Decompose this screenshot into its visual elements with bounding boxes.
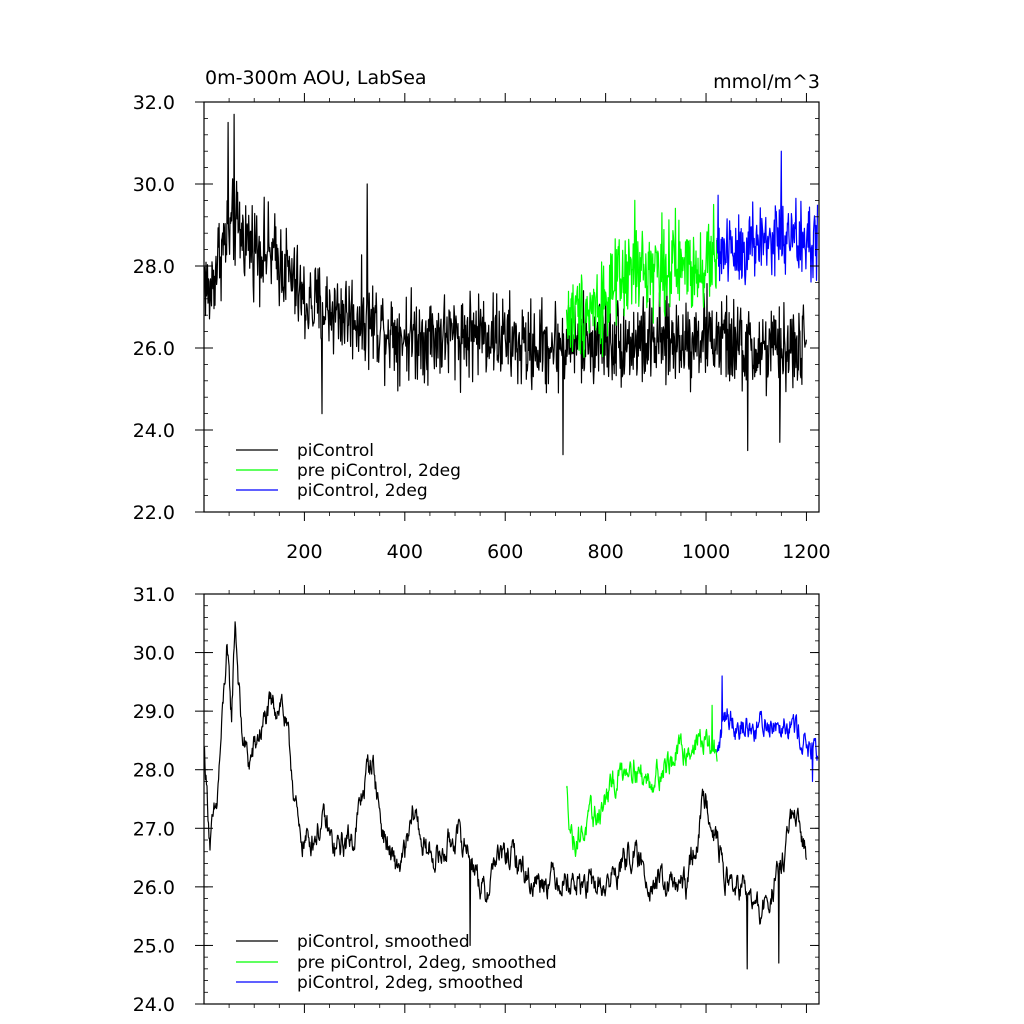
top-ytick-label-5: 32.0	[133, 92, 175, 114]
top-plot-frame	[203, 101, 820, 513]
top-xtick-label-5: 1200	[782, 541, 830, 563]
bottom-legend-label-picontrol-smoothed: piControl, smoothed	[297, 932, 470, 952]
top-xtick-label-2: 600	[487, 541, 523, 563]
bottom-legend: piControl, smoothed pre piControl, 2deg,…	[236, 932, 557, 993]
bottom-ytick-label-1: 25.0	[133, 935, 175, 957]
top-series-pre-picontrol-2deg	[565, 199, 718, 358]
bottom-ytick-label-0: 24.0	[133, 994, 175, 1016]
bottom-panel: 24.0 25.0 26.0 27.0 28.0 29.0 30.0 31.0 piContr…	[133, 584, 820, 1016]
top-ytick-label-3: 28.0	[133, 256, 175, 278]
bottom-ytick-label-4: 28.0	[133, 760, 175, 782]
top-ytick-label-0: 22.0	[133, 502, 175, 524]
bottom-axis-ticks: 24.0 25.0 26.0 27.0 28.0 29.0 30.0 31.0	[133, 584, 819, 1016]
top-ytick-label-2: 26.0	[133, 338, 175, 360]
top-series-picontrol-2deg	[716, 150, 819, 286]
top-panel: 0m-300m AOU, LabSea mmol/m^3 22.0 24.0 26.…	[133, 67, 831, 563]
bottom-ytick-label-5: 29.0	[133, 701, 175, 723]
top-ytick-label-4: 30.0	[133, 174, 175, 196]
top-legend-label-picontrol-2deg: piControl, 2deg	[297, 481, 428, 501]
bottom-series-picontrol-smoothed	[203, 621, 807, 970]
top-series-picontrol	[203, 113, 807, 456]
top-xtick-label-0: 200	[286, 541, 322, 563]
top-ytick-label-1: 24.0	[133, 420, 175, 442]
bottom-legend-label-pre-picontrol-2deg-smoothed: pre piControl, 2deg, smoothed	[297, 953, 557, 973]
bottom-series-pre-picontrol-2deg-smoothed	[565, 704, 718, 858]
top-legend-label-pre-picontrol-2deg: pre piControl, 2deg	[297, 461, 461, 481]
bottom-series-group	[203, 621, 819, 970]
top-xtick-label-4: 1000	[682, 541, 730, 563]
top-series-group	[203, 113, 819, 456]
top-title: 0m-300m AOU, LabSea	[205, 67, 427, 89]
bottom-ytick-label-6: 30.0	[133, 643, 175, 665]
bottom-plot-frame	[203, 593, 820, 1005]
top-legend: piControl pre piControl, 2deg piControl,…	[236, 441, 461, 501]
top-units: mmol/m^3	[713, 71, 820, 93]
bottom-ytick-label-2: 26.0	[133, 877, 175, 899]
top-legend-label-picontrol: piControl	[297, 441, 374, 461]
top-xtick-label-3: 800	[587, 541, 623, 563]
bottom-ytick-label-7: 31.0	[133, 584, 175, 606]
bottom-series-picontrol-2deg-smoothed	[716, 675, 819, 783]
top-axis-ticks: 22.0 24.0 26.0 28.0 30.0 32.0 200 400 600 800 1000…	[133, 92, 831, 563]
bottom-legend-label-picontrol-2deg-smoothed: piControl, 2deg, smoothed	[297, 973, 523, 993]
top-xtick-label-1: 400	[387, 541, 423, 563]
bottom-ytick-label-3: 27.0	[133, 818, 175, 840]
